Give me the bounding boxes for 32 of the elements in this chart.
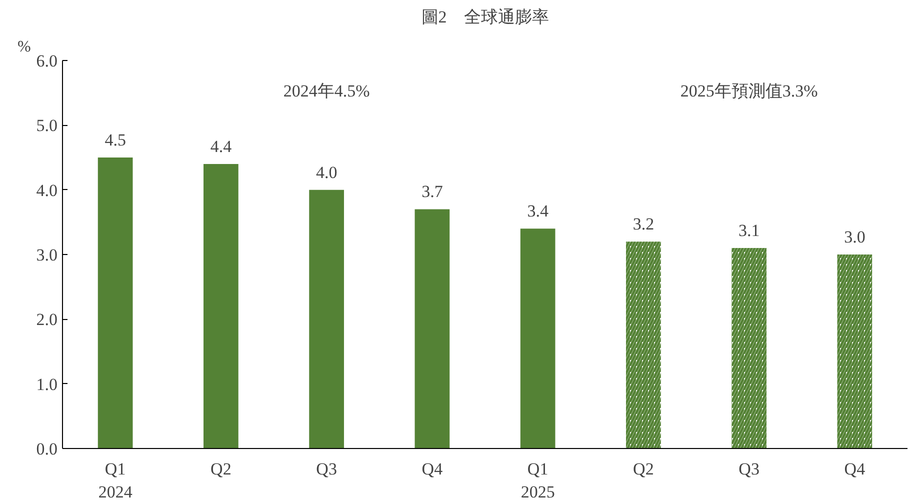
x-tick-label: Q2: [633, 460, 654, 478]
bar: [309, 190, 344, 448]
bar: [414, 209, 450, 448]
x-tick-label: Q3: [316, 460, 337, 478]
y-tick-label: 4.0: [36, 180, 58, 200]
data-label: 4.0: [316, 162, 338, 182]
x-tick-label: Q2: [210, 460, 232, 478]
bar: [204, 164, 238, 448]
x-tick-label: Q3: [738, 460, 760, 478]
y-tick-label: 3.0: [36, 246, 58, 264]
y-tick-label: 1.0: [36, 374, 58, 394]
bar: [98, 158, 133, 448]
annotation: 2025年預測值3.3%: [680, 82, 818, 100]
bar: [520, 228, 556, 448]
x-tick-label: Q1 2025: [520, 460, 555, 502]
chart-title: 圖2 全球通膨率: [421, 8, 549, 26]
y-tick-label: 0.0: [36, 440, 58, 458]
y-tick-label: 2.0: [36, 310, 58, 330]
data-label: 4.4: [210, 136, 232, 156]
data-label: 3.0: [844, 228, 866, 246]
y-tick-label: 6.0: [36, 52, 58, 70]
y-axis-title: %: [18, 38, 31, 56]
x-tick-label: Q4: [844, 460, 866, 478]
annotation: 2024年4.5%: [283, 82, 370, 100]
data-label: 4.5: [104, 130, 126, 150]
data-label: 3.2: [632, 214, 654, 234]
data-label: 3.4: [527, 202, 549, 221]
y-tick-label: 5.0: [36, 116, 58, 136]
data-label: 3.1: [738, 221, 760, 240]
x-tick-label: Q1 2024: [98, 460, 133, 502]
data-label: 3.7: [422, 182, 444, 202]
x-tick-label: Q4: [422, 460, 444, 478]
